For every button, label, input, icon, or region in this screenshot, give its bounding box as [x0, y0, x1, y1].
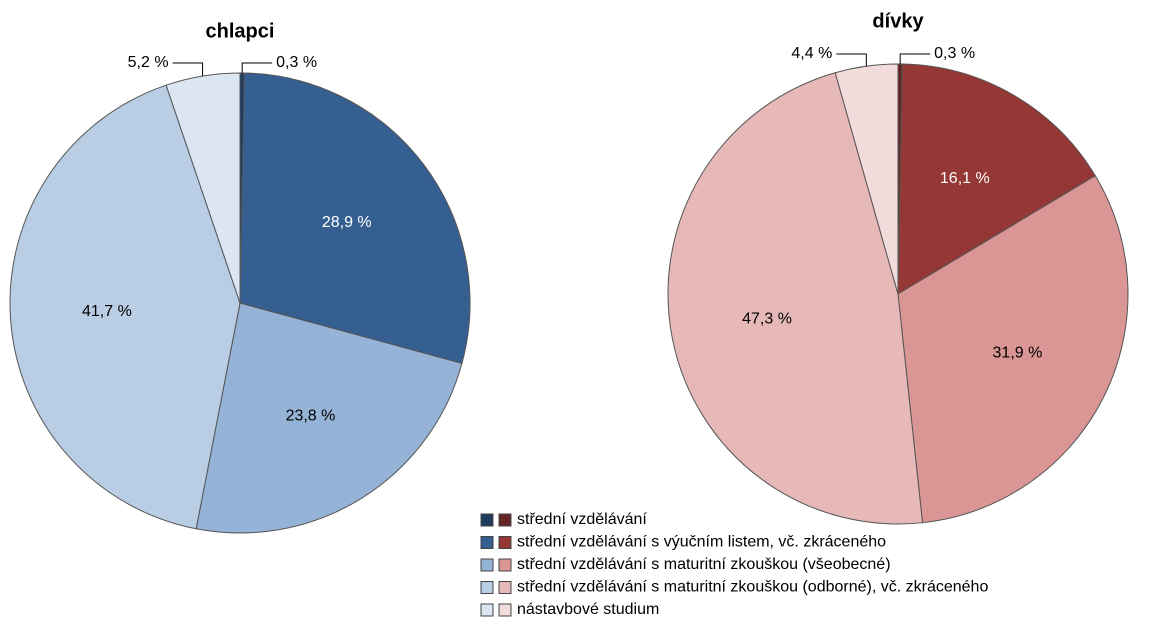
pie-slice: [9, 84, 241, 530]
legend-label: střední vzdělávání s maturitní zkouškou …: [517, 579, 988, 596]
data-label: 47,3 %: [742, 311, 792, 328]
pie-slice: [239, 72, 471, 365]
legend-swatch: [498, 558, 512, 572]
leader-line: [241, 62, 273, 74]
legend-swatch: [480, 536, 494, 549]
legend-swatch: [480, 581, 494, 594]
pie-slice: [667, 72, 924, 525]
data-label: 31,9 %: [993, 345, 1043, 362]
data-label: 5,2 %: [128, 54, 169, 71]
legend-swatch: [498, 581, 512, 594]
leader-line: [899, 53, 931, 65]
pie-slice: [897, 174, 1129, 524]
chart-title: chlapci: [206, 20, 275, 42]
legend-label: nástavbové studium: [517, 601, 659, 618]
legend-swatch: [480, 603, 494, 617]
data-label: 0,3 %: [276, 54, 317, 71]
chart-title: dívky: [872, 10, 924, 32]
data-label: 16,1 %: [940, 170, 990, 187]
legend-label: střední vzdělávání s výučním listem, vč.…: [517, 534, 886, 551]
leader-line: [836, 53, 867, 67]
legend-label: střední vzdělávání: [517, 511, 647, 528]
legend-swatch: [498, 536, 512, 549]
legend-swatch: [480, 513, 494, 527]
data-label: 4,4 %: [791, 45, 832, 62]
data-label: 0,3 %: [934, 45, 975, 62]
legend-label: střední vzdělávání s maturitní zkouškou …: [517, 556, 891, 573]
data-label: 28,9 %: [322, 214, 372, 231]
leader-line: [172, 62, 204, 77]
pie-slice: [897, 63, 1096, 295]
pie-slice: [195, 302, 463, 534]
legend-swatch: [498, 513, 512, 527]
data-label: 23,8 %: [286, 407, 336, 424]
data-label: 41,7 %: [82, 303, 132, 320]
legend-swatch: [480, 558, 494, 572]
legend-swatch: [498, 603, 512, 617]
